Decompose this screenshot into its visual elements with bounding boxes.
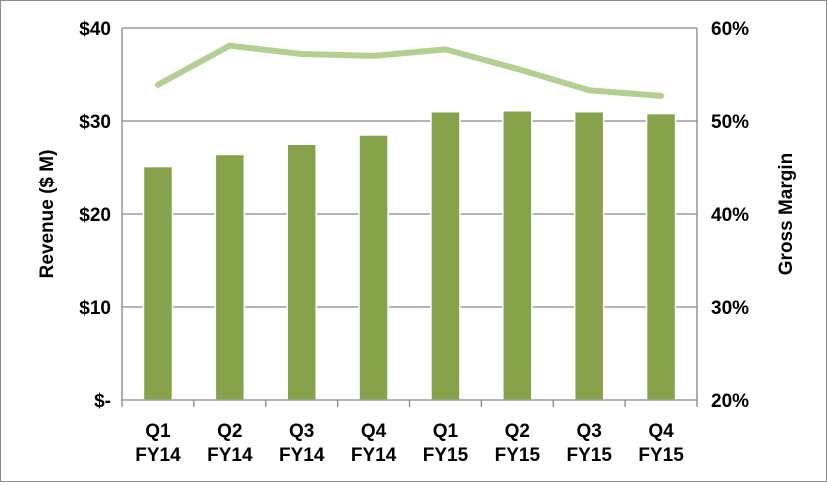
- revenue-bar: [359, 135, 388, 400]
- revenue-bar: [647, 114, 676, 400]
- right-axis-tick-label: 20%: [711, 391, 749, 412]
- right-axis-tick-label: 50%: [711, 112, 749, 133]
- revenue-bar: [503, 111, 532, 400]
- left-axis-tick-labels: $- $10 $20 $30 $40: [79, 19, 111, 412]
- revenue-bar: [143, 167, 172, 400]
- revenue-bars: [143, 111, 675, 400]
- right-axis-tick-label: 40%: [711, 205, 749, 226]
- left-axis-tick-label: $-: [94, 391, 111, 412]
- right-axis-tick-label: 60%: [711, 19, 749, 40]
- left-axis-tick-label: $30: [79, 112, 111, 133]
- revenue-bar: [575, 112, 604, 400]
- gross-margin-line: [158, 46, 661, 96]
- revenue-bar: [431, 112, 460, 400]
- revenue-bar: [215, 154, 244, 400]
- left-axis-tick-label: $40: [79, 19, 111, 40]
- gridlines: [122, 28, 697, 307]
- left-axis-title: Revenue ($ M): [37, 150, 58, 279]
- right-axis-tick-label: 30%: [711, 298, 749, 319]
- right-axis-tick-labels: 20% 30% 40% 50% 60%: [711, 19, 749, 412]
- left-axis-tick-label: $20: [79, 205, 111, 226]
- revenue-bar: [287, 144, 316, 400]
- gross-margin-series-line: [158, 46, 661, 96]
- right-axis-title: Gross Margin: [776, 153, 797, 275]
- left-axis-tick-label: $10: [79, 298, 111, 319]
- axes: [122, 28, 697, 407]
